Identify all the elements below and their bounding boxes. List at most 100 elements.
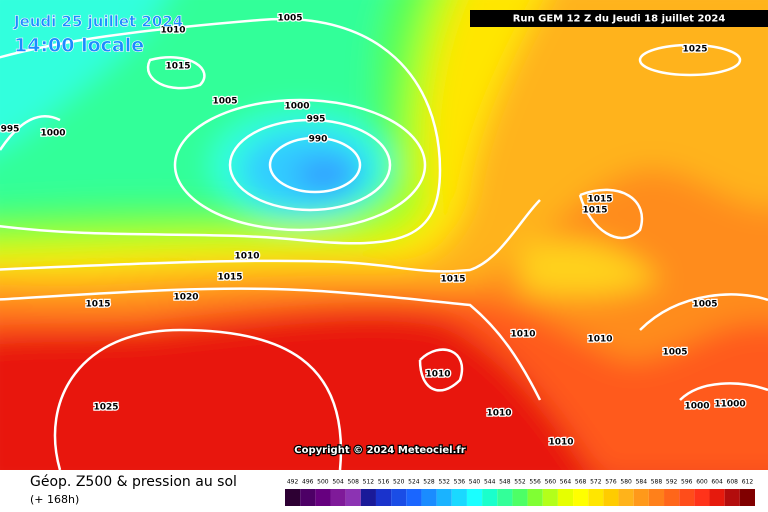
isobar-label: 1010 [160,26,185,36]
scale-swatch [557,489,574,506]
scale-label: 564 [560,479,572,486]
footer-lead: (+ 168h) [30,493,80,506]
scale-swatch [285,489,301,506]
scale-label: 604 [711,479,723,486]
isobar-label: 1015 [582,206,607,216]
isobar-label: 1015 [85,300,110,310]
isobar-label: 1015 [217,273,242,283]
scale-swatch [497,489,513,506]
scale-swatch [436,489,452,506]
scale-label: 592 [666,479,678,486]
scale-label: 580 [620,479,632,486]
scale-label: 532 [438,479,450,486]
run-banner [470,10,768,27]
run-info: Run GEM 12 Z du Jeudi 18 juillet 2024 [513,14,726,25]
scale-label: 576 [605,479,617,486]
scale-swatch [451,489,467,506]
scale-label: 540 [469,479,481,486]
isobar-label: 1015 [587,195,612,205]
scale-swatch [421,489,437,506]
scale-swatch [527,489,543,506]
scale-label: 500 [317,479,329,486]
scale-label: 492 [287,479,299,486]
scale-label: 608 [727,479,739,486]
scale-swatch [573,489,589,506]
scale-label: 552 [514,479,526,486]
scale-label: 596 [681,479,693,486]
scale-label: 588 [651,479,663,486]
scale-label: 584 [636,479,648,486]
isobars [0,17,768,470]
isobar-label: 1005 [692,300,717,310]
scale-swatch [588,489,604,506]
scale-swatch [315,489,331,506]
scale-label: 544 [484,479,496,486]
isobar-label: 11000 [714,400,745,410]
scale-swatch [724,489,740,506]
scale-label: 496 [302,479,314,486]
forecast-time: 14:00 locale [14,35,144,57]
scale-swatch [482,489,498,506]
scale-swatch [618,489,634,506]
weather-map: 1005 1010 1015 1005 1000 995 990 995 1000 1025 101… [0,0,768,470]
scale-swatch [679,489,695,506]
isobar-label: 995 [1,125,20,135]
scale-label: 512 [363,479,375,486]
scale-swatch [391,489,407,506]
color-scale: 492 496 500 504 508 512 516 520 524 528 532 536 540 5… [285,479,755,506]
scale-label: 560 [545,479,557,486]
scale-swatch [466,489,483,506]
scale-swatch [360,489,376,506]
scale-label: 524 [408,479,420,486]
scale-swatch [330,489,346,506]
scale-swatch [542,489,558,506]
scale-label: 516 [378,479,390,486]
footer-title: Géop. Z500 & pression au sol [30,474,237,490]
forecast-date: Jeudi 25 juillet 2024 [13,13,183,31]
isobar-label: 995 [307,115,326,125]
scale-label: 504 [332,479,344,486]
scale-swatch [300,489,316,506]
scale-label: 556 [529,479,541,486]
scale-swatch [375,489,392,506]
scale-label: 572 [590,479,602,486]
isobar-label: 1015 [440,275,465,285]
scale-label: 520 [393,479,405,486]
isobar-label: 1000 [40,129,65,139]
scale-swatch [664,489,680,506]
scale-swatch [345,489,361,506]
isobar-label: 1020 [173,293,198,303]
scale-label: 536 [454,479,466,486]
isobar-label: 1025 [93,403,118,413]
isobar-label: 1010 [548,438,573,448]
scale-label: 548 [499,479,511,486]
scale-label: 612 [742,479,754,486]
isobar-label: 1005 [277,14,302,24]
isobar-label: 1000 [284,102,309,112]
isobar-label: 1005 [662,348,687,358]
scale-swatch [633,489,649,506]
isobar-label: 1010 [587,335,612,345]
scale-label: 600 [696,479,708,486]
isobar-label: 1010 [510,330,535,340]
isobar-label: 1010 [234,252,259,262]
scale-swatch [739,489,755,506]
scale-label: 568 [575,479,587,486]
isobar-label: 990 [309,135,328,145]
copyright: Copyright © 2024 Meteociel.fr [294,445,465,456]
scale-swatch [603,489,619,506]
isobar-label: 1025 [682,45,707,55]
scale-swatch [512,489,528,506]
scale-swatch [694,489,710,506]
isobar-labels: 1005 1010 1015 1005 1000 995 990 995 1000 1025 101… [0,12,747,449]
scale-label: 508 [347,479,359,486]
isobar-label: 1005 [212,97,237,107]
isobar-label: 1010 [425,370,450,380]
scale-swatch [406,489,422,506]
scale-swatch [648,489,665,506]
isobar-label: 1015 [165,62,190,72]
isobar-label: 1010 [486,409,511,419]
scale-label: 528 [423,479,435,486]
isobar-label: 1000 [684,402,709,412]
